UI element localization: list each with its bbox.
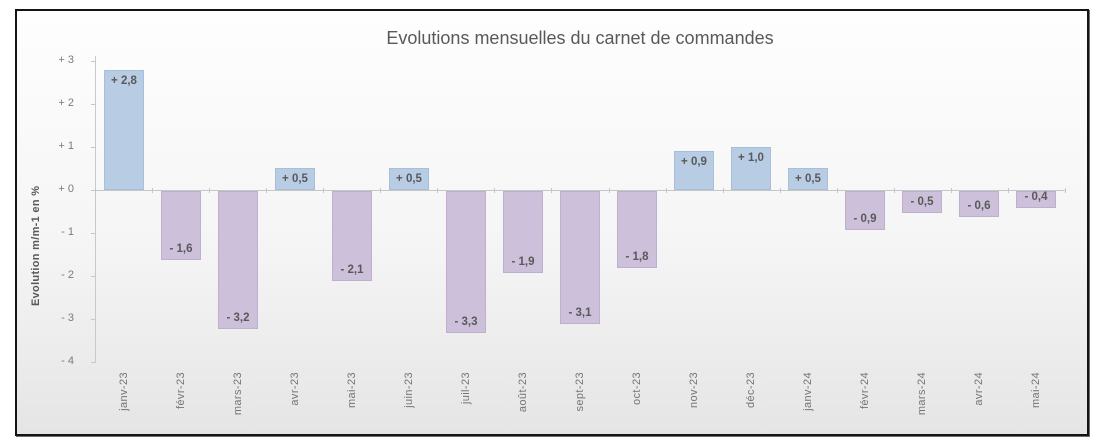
x-axis-label: févr-23 [175, 372, 187, 410]
x-axis-label: déc-23 [745, 372, 757, 409]
x-axis-label: mars-24 [916, 372, 928, 416]
bar-févr-24: - 0,9 [845, 191, 885, 230]
bar-juin-23: + 0,5 [389, 168, 429, 190]
x-axis-label: août-23 [517, 372, 529, 413]
x-axis-tick [1065, 188, 1066, 193]
x-axis-label: oct-23 [631, 372, 643, 405]
bar-oct-23: - 1,8 [617, 191, 657, 268]
x-axis-label: avr-24 [973, 372, 985, 406]
bar-mai-23: - 2,1 [332, 191, 372, 281]
bar-févr-23: - 1,6 [161, 191, 201, 260]
x-axis-label: janv-23 [118, 372, 130, 411]
y-axis-tick-label: - 3 [61, 312, 74, 324]
x-axis-label: avr-23 [289, 372, 301, 406]
x-axis-tick [266, 188, 267, 193]
y-axis-tick [91, 190, 95, 191]
bar-avr-24: - 0,6 [959, 191, 999, 217]
x-axis-tick [209, 188, 210, 193]
bar-value-label: - 3,3 [454, 316, 478, 328]
y-axis-tick-label: + 1 [58, 140, 74, 152]
bar-mars-23: - 3,2 [218, 191, 258, 329]
bar-avr-23: + 0,5 [275, 168, 315, 190]
plot-area: + 2,8 - 1,6 - 3,2 + 0,5 - 2,1 + 0,5 - 3,3 - 1,9… [91, 56, 1066, 363]
chart-frame: Evolutions mensuelles du carnet de comma… [15, 9, 1089, 436]
y-axis-tick [91, 319, 95, 320]
bar-value-label: - 2,1 [340, 264, 364, 276]
y-axis-tick-label: - 4 [61, 355, 74, 367]
bar-value-label: - 1,9 [511, 256, 535, 268]
x-axis-labels: janv-23 févr-23 mars-23 avr-23 mai-23 juin-23… [95, 372, 1065, 432]
bar-value-label: - 3,2 [226, 312, 250, 324]
x-axis-label: nov-23 [688, 372, 700, 409]
bar-sept-23: - 3,1 [560, 191, 600, 324]
bar-value-label: - 0,4 [1024, 191, 1048, 203]
x-axis-label: sept-23 [574, 372, 586, 412]
bar-value-label: - 1,6 [169, 243, 193, 255]
bar-value-label: + 0,9 [681, 156, 707, 168]
x-axis-tick [494, 188, 495, 193]
bar-mars-24: - 0,5 [902, 191, 942, 213]
y-axis-tick [91, 61, 95, 62]
y-axis-tick-label: + 0 [58, 183, 74, 195]
x-axis-label: juil-23 [460, 372, 472, 405]
bar-value-label: - 1,8 [625, 251, 649, 263]
x-axis-label: mai-24 [1030, 372, 1042, 409]
y-axis-tick-label: - 1 [61, 226, 74, 238]
bar-value-label: - 0,9 [853, 213, 877, 225]
x-axis-label: mai-23 [346, 372, 358, 409]
bar-nov-23: + 0,9 [674, 151, 714, 190]
x-axis-label: mars-23 [232, 372, 244, 416]
x-axis-tick [95, 188, 96, 193]
x-axis-tick [666, 188, 667, 193]
bar-value-label: + 2,8 [111, 75, 137, 87]
bar-value-label: - 0,6 [967, 200, 991, 212]
y-axis-title: Evolution m/m-1 en % [30, 185, 42, 307]
x-axis-tick [380, 188, 381, 193]
bar-value-label: - 3,1 [568, 307, 592, 319]
y-axis-tick [91, 104, 95, 105]
x-axis-tick [437, 188, 438, 193]
bar-value-label: + 0,5 [282, 173, 308, 185]
x-axis-tick [551, 188, 552, 193]
chart-title: Evolutions mensuelles du carnet de comma… [386, 28, 774, 48]
x-axis-tick [723, 188, 724, 193]
y-axis-tick-label: + 2 [58, 97, 74, 109]
y-axis-tick [91, 147, 95, 148]
x-axis-tick [609, 188, 610, 193]
x-axis-label: juin-23 [403, 372, 415, 408]
x-axis-tick [323, 188, 324, 193]
x-axis-label: janv-24 [802, 372, 814, 411]
bar-value-label: + 0,5 [795, 173, 821, 185]
bar-janv-24: + 0,5 [788, 168, 828, 190]
y-axis-tick-label: + 3 [58, 54, 74, 66]
bar-value-label: + 0,5 [396, 173, 422, 185]
x-axis-tick [894, 188, 895, 193]
bar-août-23: - 1,9 [503, 191, 543, 273]
y-axis-tick [91, 276, 95, 277]
x-axis-label: févr-24 [859, 372, 871, 410]
x-axis-zero-line [95, 190, 1065, 191]
x-axis-tick [780, 188, 781, 193]
bar-juil-23: - 3,3 [446, 191, 486, 333]
y-axis-tick [91, 362, 95, 363]
y-axis-tick-labels: + 3 + 2 + 1 + 0 - 1 - 2 - 3 - 4 [42, 54, 74, 367]
x-axis-tick [837, 188, 838, 193]
y-axis-tick [91, 233, 95, 234]
y-axis-tick-label: - 2 [61, 269, 74, 281]
bar-value-label: + 1,0 [738, 152, 764, 164]
bar-janv-23: + 2,8 [104, 70, 144, 190]
bar-value-label: - 0,5 [910, 196, 934, 208]
x-axis-tick [152, 188, 153, 193]
bar-déc-23: + 1,0 [731, 147, 771, 190]
x-axis-tick [951, 188, 952, 193]
y-axis-line [95, 56, 96, 363]
x-axis-tick [1008, 188, 1009, 193]
bar-mai-24: - 0,4 [1016, 191, 1056, 208]
